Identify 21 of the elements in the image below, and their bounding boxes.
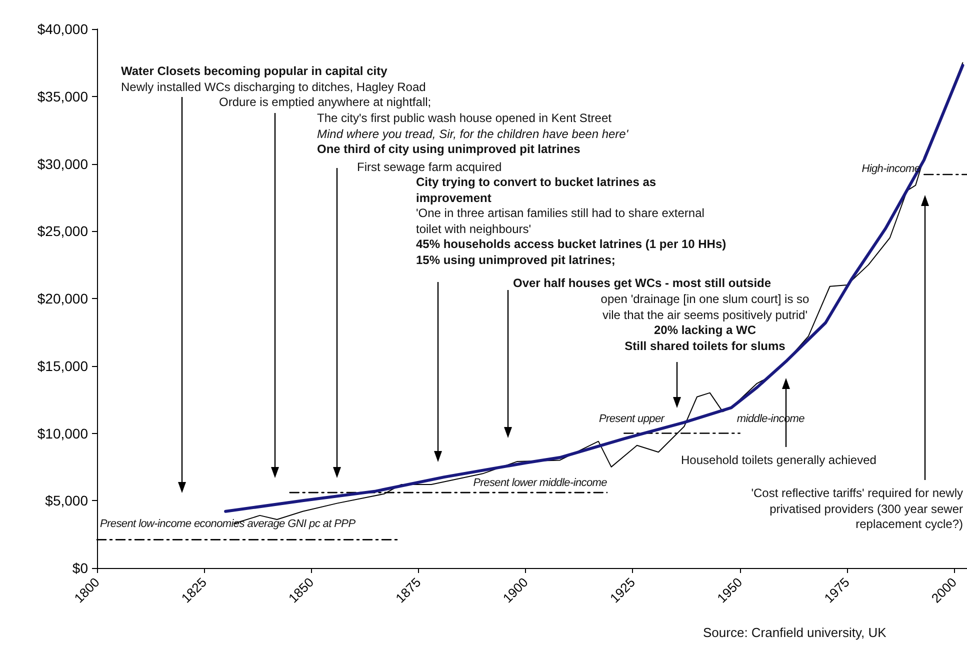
y-tick-label: $35,000 [37, 88, 88, 104]
y-tick-label: $0 [72, 560, 88, 576]
y-tick-label: $15,000 [37, 358, 88, 374]
y-tick-label: $30,000 [37, 156, 88, 172]
annotation: 'Cost reflective tariffs' required for newly privatised providers (300 year sewer replacement cycle?) [751, 486, 963, 532]
source-note: Source: Cranfield university, UK [703, 625, 886, 640]
annotation: First sewage farm acquired [357, 160, 502, 176]
series-label: Present lower middle-income [473, 476, 607, 489]
annotation: Over half houses get WCs - most still outside [513, 276, 772, 292]
annotation: City trying to convert to bucket latrines as improvement 'One in three artisan families still had to share external toilet with neighbours' 45% households access bucket latrines (1 per 10 HHs) 15% using unimproved pit latrines; [416, 175, 726, 268]
series-label: Present low-income economies average GNI pc at PPP [100, 518, 356, 530]
y-tick-label: $20,000 [37, 290, 88, 306]
y-tick-label: $10,000 [37, 425, 88, 442]
y-tick-label: $25,000 [37, 223, 88, 240]
annotation: Water Closets becoming popular in capital city Newly installed WCs discharging to ditches, Hagley Road [121, 64, 426, 95]
y-tick-label: $40,000 [37, 21, 88, 37]
annotation: Ordure is emptied anywhere at nightfall; [219, 95, 432, 110]
annotation: open 'drainage [in one slum court] is so vile that the air seems positively putrid' 20% lacking a WC Still shared toilets for slums [600, 292, 810, 354]
y-tick-label: $5,000 [45, 492, 88, 509]
annotation: Household toilets generally achieved [681, 453, 876, 468]
annotation: The city's first public wash house opened in Kent Street Mind where you tread, Sir, for the children have been here' One third of city using unimproved pit latrines [317, 111, 628, 158]
